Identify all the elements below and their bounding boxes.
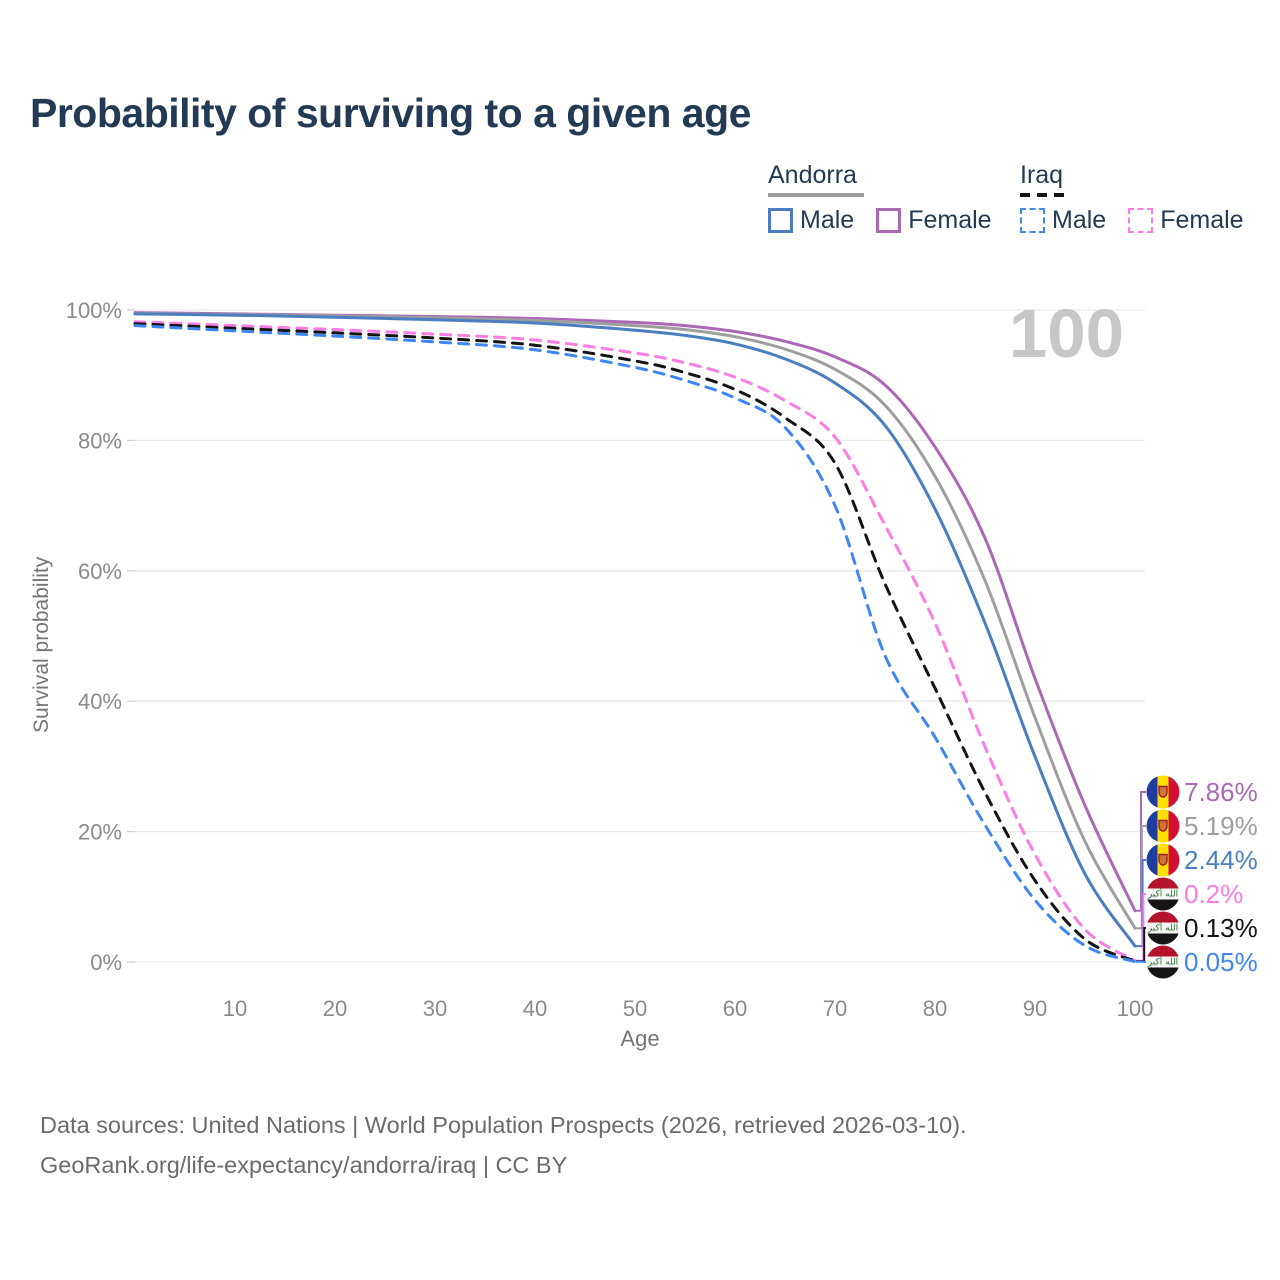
- legend-group-andorra: Andorra Male Female: [768, 161, 992, 235]
- y-axis-title: Survival probability: [30, 556, 53, 733]
- y-tick-label: 40%: [78, 689, 122, 714]
- legend-item-iraq-female[interactable]: Female: [1128, 205, 1244, 235]
- x-tick-label: 60: [723, 996, 747, 1021]
- curve-iraq-both-sexes: [133, 322, 1137, 963]
- andorra-male-swatch: [768, 207, 793, 233]
- iraq-all-line-swatch: [1020, 192, 1068, 197]
- end-value-label-andorra-both-sexes: 5.19%: [1184, 811, 1258, 841]
- leader-line-andorra-both-sexes: [1136, 825, 1146, 930]
- x-tick-label: 10: [223, 996, 247, 1021]
- end-value-label-andorra-male: 2.44%: [1184, 845, 1258, 875]
- x-tick-label: 100: [1117, 996, 1154, 1021]
- x-tick-label: 70: [823, 996, 847, 1021]
- license-line: GeoRank.org/life-expectancy/andorra/iraq…: [40, 1151, 568, 1178]
- x-tick-label: 90: [1023, 996, 1047, 1021]
- andorra-crest: [1158, 785, 1168, 798]
- y-tick-label: 20%: [78, 820, 122, 845]
- x-tick-label: 80: [923, 996, 947, 1021]
- end-value-label-iraq-both-sexes: 0.13%: [1184, 913, 1258, 943]
- andorra-flag-icon: [1146, 843, 1180, 877]
- andorra-flag-icon: [1146, 775, 1180, 809]
- legend-label: Male: [1052, 205, 1107, 234]
- andorra-crest: [1158, 853, 1168, 866]
- legend-item-andorra-male[interactable]: Male: [768, 206, 854, 235]
- x-axis-title: Age: [620, 1026, 660, 1051]
- curve-iraq-male: [133, 324, 1137, 964]
- iraq-flag-icon: الله أكبر: [1146, 877, 1180, 911]
- iraq-flag-icon: الله أكبر: [1146, 945, 1180, 979]
- end-value-label-iraq-female: 0.2%: [1184, 879, 1243, 909]
- legend-label: Male: [800, 205, 855, 234]
- curve-andorra-both-sexes: [133, 311, 1137, 930]
- page-title: Probability of surviving to a given age: [30, 90, 751, 136]
- andorra-female-swatch: [876, 207, 902, 233]
- y-tick-label: 60%: [78, 559, 122, 584]
- iraq-female-swatch: [1128, 207, 1154, 233]
- andorra-flag-icon: [1146, 809, 1180, 843]
- iraq-male-swatch: [1020, 207, 1045, 233]
- y-tick-label: 100%: [66, 298, 122, 323]
- iraq-flag-icon: الله أكبر: [1146, 911, 1180, 945]
- y-tick-label: 80%: [78, 428, 122, 453]
- legend-label: Female: [1160, 205, 1244, 234]
- legend-label: Female: [908, 205, 992, 234]
- end-value-label-andorra-female: 7.86%: [1184, 777, 1258, 807]
- curve-iraq-female: [133, 320, 1137, 963]
- x-tick-label: 40: [523, 996, 547, 1021]
- data-sources-line: Data sources: United Nations | World Pop…: [40, 1112, 967, 1138]
- x-tick-label: 50: [623, 996, 647, 1021]
- x-tick-label: 20: [323, 996, 347, 1021]
- andorra-crest: [1158, 819, 1168, 832]
- footer-attribution: Data sources: United Nations | World Pop…: [40, 1106, 967, 1186]
- andorra-all-line-swatch: [768, 192, 864, 197]
- legend-country-iraq[interactable]: Iraq: [1020, 161, 1064, 189]
- iraq-takbir-text: الله أكبر: [1147, 922, 1178, 934]
- y-tick-label: 0%: [90, 950, 122, 975]
- legend-group-iraq: Iraq Male Female: [1020, 161, 1244, 235]
- iraq-takbir-text: الله أكبر: [1147, 956, 1178, 968]
- legend-item-iraq-male[interactable]: Male: [1020, 206, 1106, 235]
- legend-item-andorra-female[interactable]: Female: [876, 205, 992, 235]
- iraq-takbir-text: الله أكبر: [1147, 888, 1178, 900]
- end-value-label-iraq-male: 0.05%: [1184, 947, 1258, 977]
- x-tick-label: 30: [423, 996, 447, 1021]
- leader-line-iraq-both-sexes: [1136, 927, 1146, 963]
- curve-andorra-female: [133, 311, 1137, 913]
- legend-country-andorra[interactable]: Andorra: [768, 161, 857, 189]
- curve-andorra-male: [133, 312, 1137, 948]
